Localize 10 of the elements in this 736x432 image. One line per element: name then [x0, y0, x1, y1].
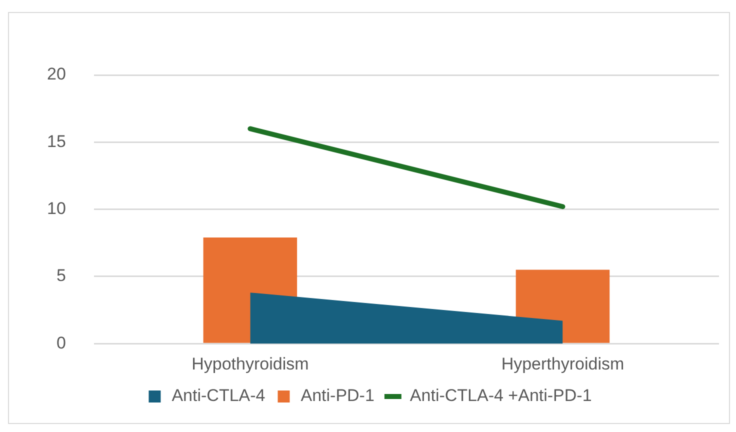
y-tick-label: 15	[46, 132, 66, 151]
y-tick-label: 20	[46, 64, 66, 84]
legend-label: Anti-PD-1	[300, 386, 374, 406]
y-tick-label: 5	[56, 266, 66, 286]
x-tick-label: Hypothyroidism	[192, 354, 309, 374]
x-tick-label: Hyperthyroidism	[501, 354, 624, 374]
y-tick-label: 10	[46, 198, 66, 218]
legend-label: Anti-CTLA-4 +Anti-PD-1	[410, 386, 592, 406]
legend-label: Anti-CTLA-4	[172, 386, 266, 406]
y-tick-label: 0	[56, 333, 66, 352]
